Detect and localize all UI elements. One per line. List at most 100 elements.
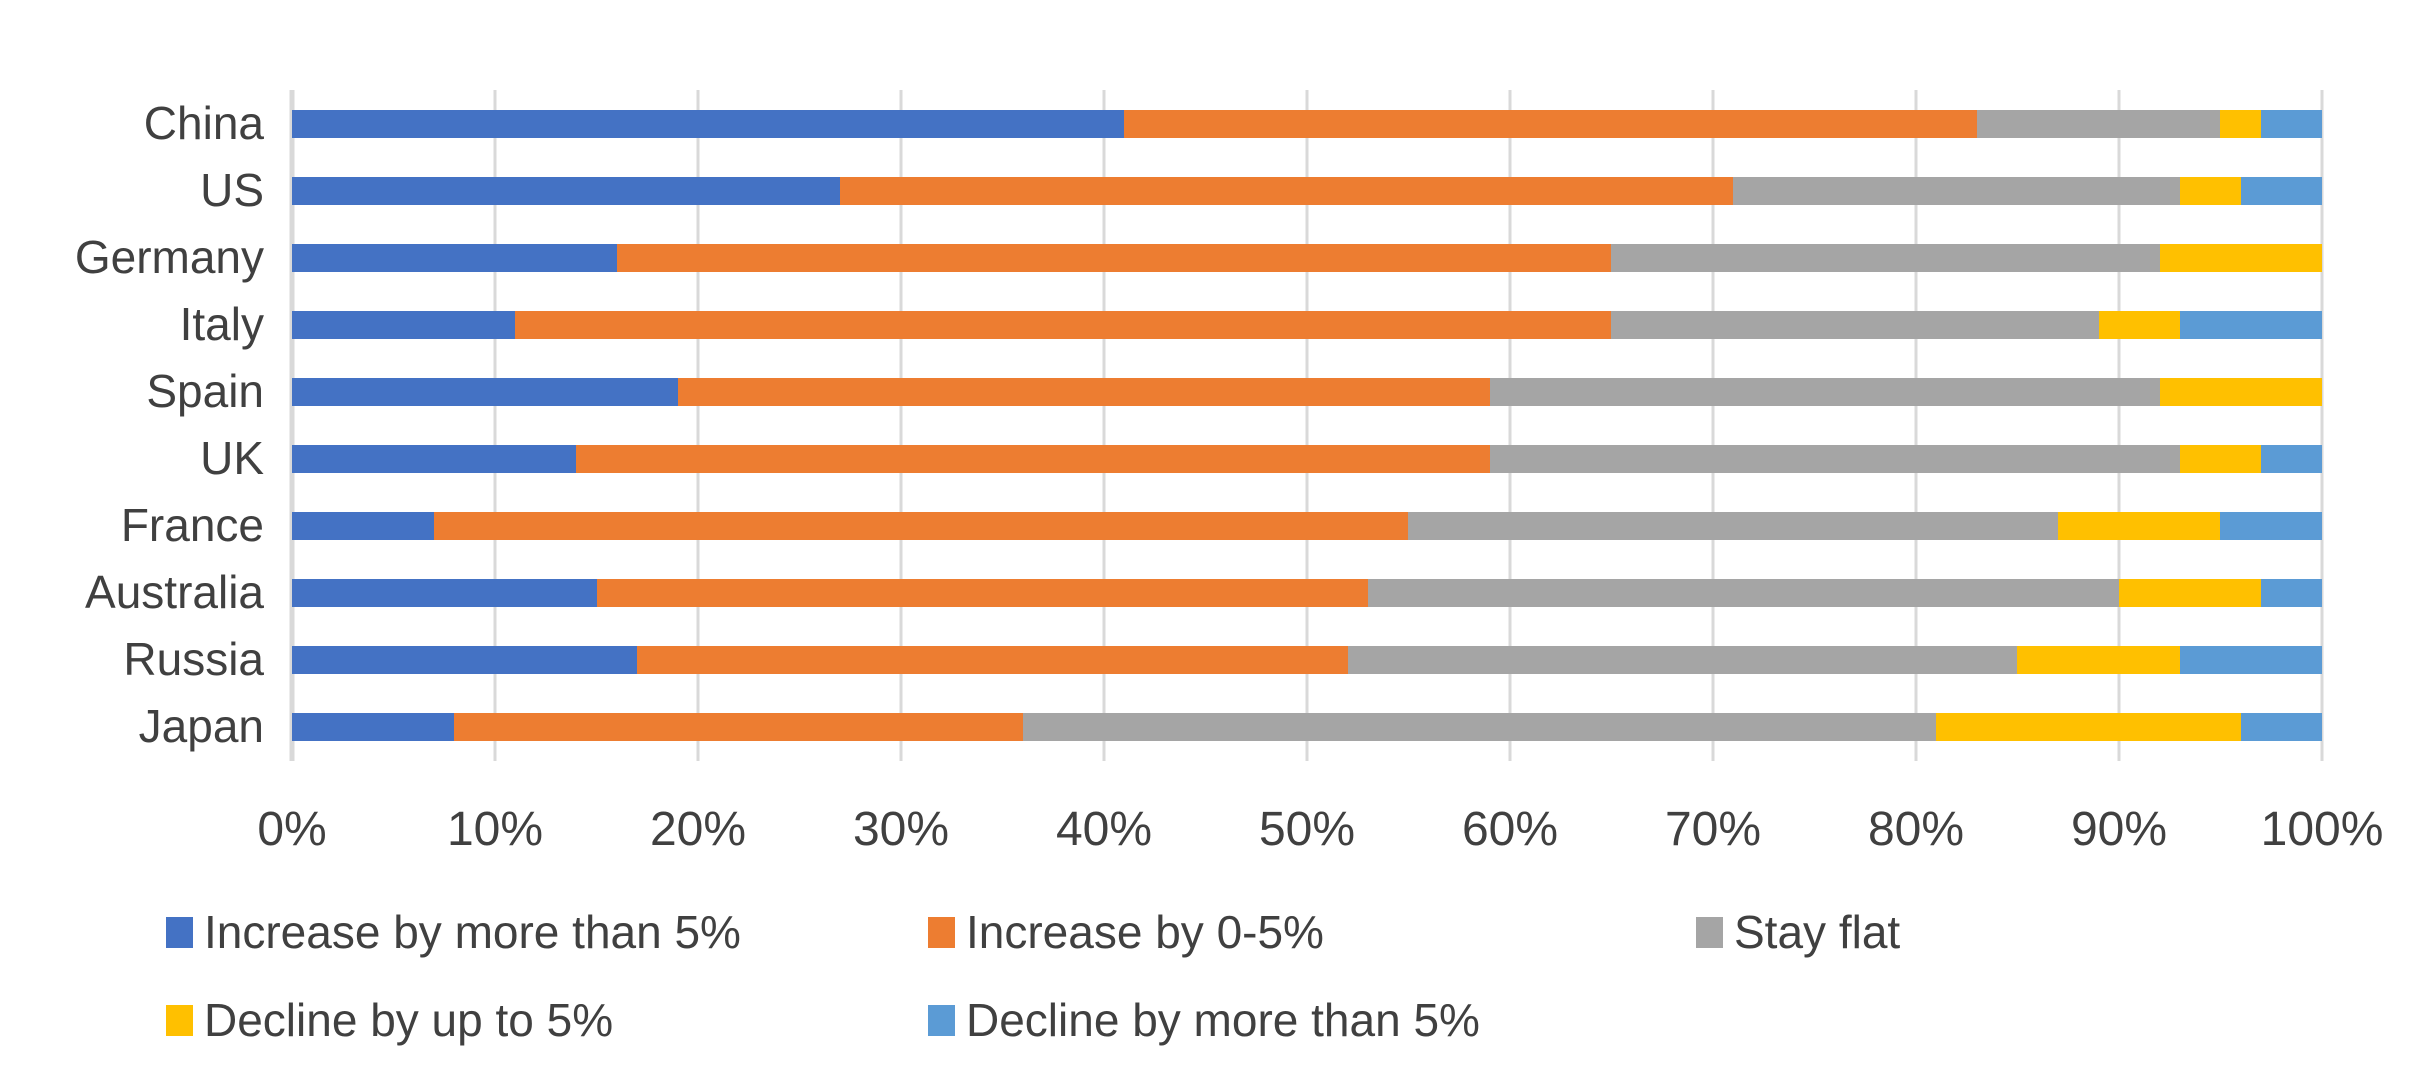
- bar-segment: [292, 579, 597, 607]
- bar-segment: [1367, 579, 2119, 607]
- bar-segment: [292, 713, 455, 741]
- gridline-40%: [1102, 90, 1106, 761]
- bar-segment: [292, 646, 638, 674]
- x-tick-label-20%: 20%: [649, 803, 747, 856]
- legend-swatch-icon: [1696, 916, 1723, 948]
- x-tick-label-30%: 30%: [852, 803, 950, 856]
- legend-item: Stay flat: [1696, 906, 1900, 958]
- bar-segment: [292, 244, 617, 272]
- bar-segment: [292, 378, 678, 406]
- category-label-germany: Germany: [74, 231, 264, 284]
- gridline-50%: [1305, 90, 1309, 761]
- bar-segment: [1733, 177, 2180, 205]
- bar-row-germany: [292, 244, 2322, 272]
- bar-segment: [677, 378, 1490, 406]
- bar-segment: [2118, 579, 2262, 607]
- legend-item: Decline by up to 5%: [166, 994, 613, 1046]
- bar-segment: [454, 713, 1023, 741]
- bar-segment: [2159, 378, 2322, 406]
- x-tick-label-50%: 50%: [1258, 803, 1356, 856]
- bar-segment: [2261, 110, 2322, 138]
- gridline-20%: [696, 90, 700, 761]
- bar-segment: [292, 445, 577, 473]
- bar-segment: [2179, 646, 2322, 674]
- bar-segment: [2159, 244, 2322, 272]
- category-label-us: US: [200, 164, 264, 217]
- bar-segment: [1347, 646, 2018, 674]
- x-tick-label-60%: 60%: [1461, 803, 1559, 856]
- category-label-china: China: [143, 97, 264, 150]
- legend-swatch-icon: [928, 916, 955, 948]
- bar-segment: [292, 311, 516, 339]
- x-tick-label-100%: 100%: [2260, 803, 2384, 856]
- legend-label: Increase by 0-5%: [966, 906, 1324, 958]
- bar-segment: [1124, 110, 1977, 138]
- category-label-italy: Italy: [179, 298, 264, 351]
- bar-segment: [2261, 579, 2322, 607]
- bar-row-france: [292, 512, 2322, 540]
- bar-segment: [1611, 244, 2160, 272]
- bar-segment: [616, 244, 1612, 272]
- legend-swatch-icon: [166, 1004, 193, 1036]
- gridline-80%: [1914, 90, 1918, 761]
- bar-segment: [2017, 646, 2180, 674]
- gridline-10%: [493, 90, 497, 761]
- bar-segment: [576, 445, 1490, 473]
- bar-segment: [2179, 177, 2241, 205]
- bar-row-spain: [292, 378, 2322, 406]
- legend-item: Decline by more than 5%: [928, 994, 1480, 1046]
- bar-segment: [2220, 512, 2322, 540]
- gridline-70%: [1711, 90, 1715, 761]
- category-label-france: France: [120, 499, 264, 552]
- gridline-60%: [1508, 90, 1512, 761]
- category-label-russia: Russia: [123, 633, 264, 686]
- legend-swatch-icon: [928, 1004, 955, 1036]
- bar-segment: [1022, 713, 1937, 741]
- x-tick-label-80%: 80%: [1867, 803, 1965, 856]
- bar-row-australia: [292, 579, 2322, 607]
- bar-segment: [596, 579, 1368, 607]
- x-tick-label-0%: 0%: [257, 803, 327, 856]
- category-label-uk: UK: [200, 432, 264, 485]
- legend-label: Increase by more than 5%: [204, 906, 741, 958]
- x-tick-label-90%: 90%: [2070, 803, 2168, 856]
- bar-row-italy: [292, 311, 2322, 339]
- gridline-100%: [2320, 90, 2324, 761]
- legend-label: Decline by up to 5%: [204, 994, 614, 1046]
- bar-segment: [1611, 311, 2099, 339]
- bar-segment: [2261, 445, 2322, 473]
- legend-label: Decline by more than 5%: [966, 994, 1480, 1046]
- bar-segment: [840, 177, 1734, 205]
- gridline-30%: [899, 90, 903, 761]
- bar-segment: [292, 512, 435, 540]
- bar-segment: [1489, 445, 2180, 473]
- x-tick-label-70%: 70%: [1664, 803, 1762, 856]
- legend-item: Increase by more than 5%: [166, 906, 741, 958]
- bar-row-uk: [292, 445, 2322, 473]
- x-tick-label-40%: 40%: [1055, 803, 1153, 856]
- bar-segment: [2098, 311, 2180, 339]
- bar-segment: [1976, 110, 2221, 138]
- legend-item: Increase by 0-5%: [928, 906, 1324, 958]
- bar-row-japan: [292, 713, 2322, 741]
- bar-segment: [1936, 713, 2241, 741]
- bar-segment: [637, 646, 1348, 674]
- x-tick-label-10%: 10%: [446, 803, 544, 856]
- legend-label: Stay flat: [1734, 906, 1901, 958]
- bar-segment: [2240, 713, 2322, 741]
- bar-segment: [2179, 311, 2322, 339]
- plot-area: [289, 90, 2324, 761]
- bar-row-us: [292, 177, 2322, 205]
- y-axis-line: [289, 90, 295, 761]
- gridline-90%: [2117, 90, 2121, 761]
- category-label-australia: Australia: [85, 566, 264, 619]
- bar-segment: [1408, 512, 2059, 540]
- bar-segment: [1489, 378, 2160, 406]
- bar-segment: [2240, 177, 2322, 205]
- bar-segment: [515, 311, 1612, 339]
- bar-row-russia: [292, 646, 2322, 674]
- bar-segment: [434, 512, 1409, 540]
- category-label-spain: Spain: [146, 365, 264, 418]
- category-label-japan: Japan: [138, 700, 264, 753]
